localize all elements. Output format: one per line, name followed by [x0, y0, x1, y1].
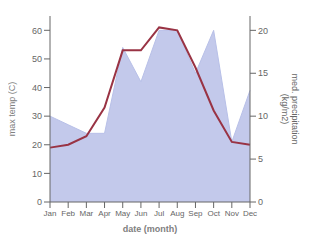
svg-text:60: 60	[32, 26, 42, 36]
svg-text:50: 50	[32, 54, 42, 64]
svg-text:0: 0	[37, 197, 42, 207]
svg-text:10: 10	[258, 111, 268, 121]
svg-text:date (month): date (month)	[123, 224, 178, 234]
svg-text:20: 20	[32, 140, 42, 150]
svg-text:Apr: Apr	[98, 209, 111, 218]
svg-text:med. precipitation(kg/m2): med. precipitation(kg/m2)	[280, 73, 301, 144]
svg-text:Mar: Mar	[79, 209, 93, 218]
svg-text:Oct: Oct	[207, 209, 220, 218]
svg-text:0: 0	[258, 197, 263, 207]
svg-text:Aug: Aug	[170, 209, 184, 218]
svg-text:Jan: Jan	[44, 209, 57, 218]
svg-text:Nov: Nov	[225, 209, 239, 218]
svg-text:Sep: Sep	[188, 209, 203, 218]
svg-text:30: 30	[32, 111, 42, 121]
svg-text:40: 40	[32, 83, 42, 93]
svg-text:max temp (C): max temp (C)	[8, 82, 17, 137]
svg-text:Jul: Jul	[154, 209, 164, 218]
svg-text:May: May	[115, 209, 130, 218]
svg-text:5: 5	[258, 154, 263, 164]
svg-text:Jun: Jun	[134, 209, 147, 218]
svg-text:Dec: Dec	[243, 209, 257, 218]
svg-text:20: 20	[258, 26, 268, 36]
svg-text:10: 10	[32, 169, 42, 179]
svg-text:15: 15	[258, 68, 268, 78]
svg-text:Feb: Feb	[61, 209, 75, 218]
